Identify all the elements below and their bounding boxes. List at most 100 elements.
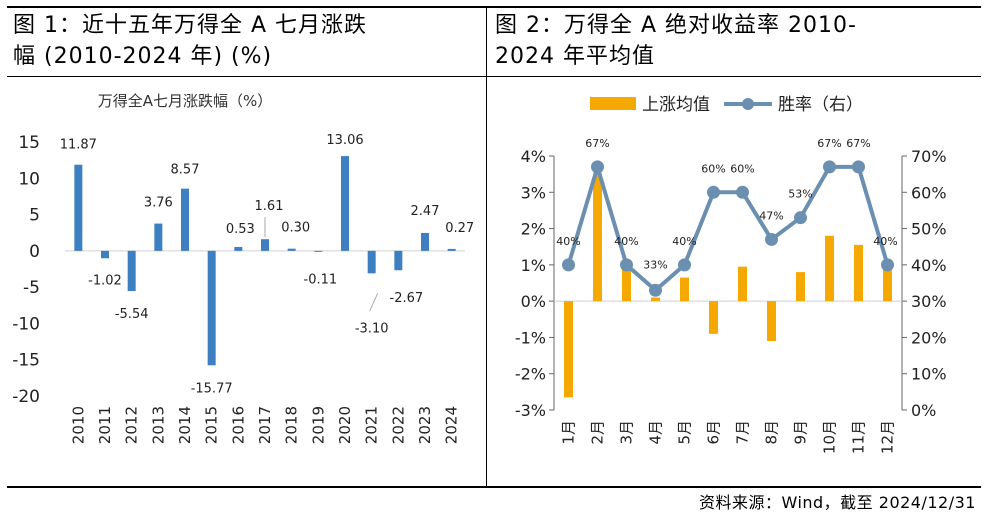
win-rate-point <box>649 283 662 297</box>
data-label: 67% <box>817 137 841 150</box>
data-label: 0.53 <box>226 222 255 237</box>
x-tick-label: 4月 <box>647 420 665 445</box>
source-note: 资料来源：Wind，截至 2024/12/31 <box>698 493 976 512</box>
bar <box>367 250 376 274</box>
bar <box>234 247 243 251</box>
x-tick-label: 2015 <box>203 406 221 444</box>
left-tick-label: 1% <box>521 256 546 275</box>
data-label: 13.06 <box>326 133 363 148</box>
x-tick-label: 7月 <box>734 420 752 445</box>
data-label: 67% <box>585 137 609 150</box>
figure-2-title: 图 2：万得全 A 绝对收益率 2010- 2024 年平均值 <box>495 13 857 69</box>
legend-swatch-bar <box>590 97 636 110</box>
y-tick-label: -20 <box>12 387 40 407</box>
data-label: -15.77 <box>191 381 233 396</box>
data-label: 0.30 <box>281 221 310 236</box>
data-label: -1.02 <box>88 273 122 288</box>
x-tick-label: 2014 <box>176 406 194 444</box>
left-tick-label: -1% <box>515 328 546 347</box>
x-tick-label: 2012 <box>123 406 141 444</box>
bar <box>261 239 269 251</box>
x-tick-label: 8月 <box>763 420 781 445</box>
bar <box>207 250 216 366</box>
x-tick-label: 2017 <box>256 406 274 444</box>
monthly-returns-chart: 上涨均值 胜率（右） 4% 3% 2% 1% 0% -1% -2% -3% 70% 60% 50% 40%… <box>515 95 947 454</box>
left-tick-label: -2% <box>515 365 546 384</box>
data-label: -2.67 <box>390 291 424 306</box>
bar <box>883 268 892 302</box>
win-rate-point <box>562 258 575 272</box>
data-label: 33% <box>643 258 667 271</box>
win-rate-point <box>794 211 807 225</box>
win-rate-point <box>881 258 894 272</box>
data-label: 67% <box>846 137 870 150</box>
bar <box>767 301 776 342</box>
right-tick-label: 20% <box>911 328 947 347</box>
right-tick-label: 0% <box>911 401 936 420</box>
data-label: 3.76 <box>144 196 173 211</box>
x-tick-label: 11月 <box>850 420 868 454</box>
right-tick-label: 50% <box>911 220 947 239</box>
left-tick-label: -3% <box>515 401 546 420</box>
data-label: 40% <box>556 235 580 248</box>
data-label: 53% <box>788 188 812 201</box>
data-label: 40% <box>672 235 696 248</box>
data-label: 60% <box>701 162 725 175</box>
x-tick-label: 2021 <box>363 406 381 444</box>
right-tick-label: 70% <box>911 147 947 166</box>
win-rate-point <box>620 258 633 272</box>
left-tick-label: 3% <box>521 183 546 202</box>
data-label: 40% <box>873 235 897 248</box>
bar <box>447 248 456 251</box>
bar <box>74 164 83 251</box>
bar <box>680 277 689 302</box>
data-label: 11.87 <box>60 138 97 153</box>
y-tick-label: -15 <box>12 351 40 371</box>
x-tick-label: 2024 <box>443 406 461 444</box>
x-tick-label: 12月 <box>879 420 897 454</box>
figure-1-title: 图 1：近十五年万得全 A 七月涨跌 幅 (2010-2024 年) (%) <box>13 13 368 69</box>
chart-1-title: 万得全A七月涨跌幅（%） <box>98 92 273 110</box>
bar <box>622 268 631 302</box>
bar <box>154 223 163 251</box>
win-rate-point <box>707 185 720 199</box>
bar <box>564 301 573 398</box>
x-tick-label: 2020 <box>336 406 354 444</box>
y-tick-label: -5 <box>23 278 40 298</box>
left-tick-label: 4% <box>521 147 546 166</box>
bar <box>825 235 834 302</box>
x-tick-label: 2018 <box>283 406 301 444</box>
win-rate-point <box>852 160 865 174</box>
x-tick-label: 3月 <box>618 420 636 445</box>
bar <box>738 266 747 302</box>
bar <box>127 250 136 292</box>
right-tick-label: 10% <box>911 365 947 384</box>
x-tick-label: 2023 <box>416 406 434 444</box>
bar <box>101 250 109 259</box>
x-tick-label: 2022 <box>389 406 407 444</box>
x-tick-label: 2019 <box>309 406 327 444</box>
bar <box>287 248 296 251</box>
x-tick-label: 6月 <box>705 420 723 445</box>
bar <box>421 232 429 251</box>
x-tick-label: 2010 <box>69 406 87 444</box>
y-tick-label: 15 <box>18 133 40 153</box>
left-tick-label: 2% <box>521 220 546 239</box>
data-label: 0.27 <box>445 221 474 236</box>
data-label: 1.61 <box>255 199 284 214</box>
left-tick-label: 0% <box>521 292 546 311</box>
data-label: 47% <box>759 209 783 222</box>
x-tick-label: 1月 <box>560 420 578 445</box>
data-label: -3.10 <box>355 321 389 336</box>
y-tick-label: 5 <box>29 206 40 226</box>
y-tick-label: -10 <box>12 314 40 334</box>
win-rate-point <box>591 160 604 174</box>
x-tick-label: 2016 <box>229 406 247 444</box>
top-rule <box>7 6 981 8</box>
x-tick-label: 2013 <box>149 406 167 444</box>
bar <box>854 244 863 302</box>
bottom-rule <box>7 486 981 488</box>
x-tick-label: 5月 <box>676 420 694 445</box>
bar <box>394 250 403 271</box>
x-tick-label: 9月 <box>792 420 810 445</box>
